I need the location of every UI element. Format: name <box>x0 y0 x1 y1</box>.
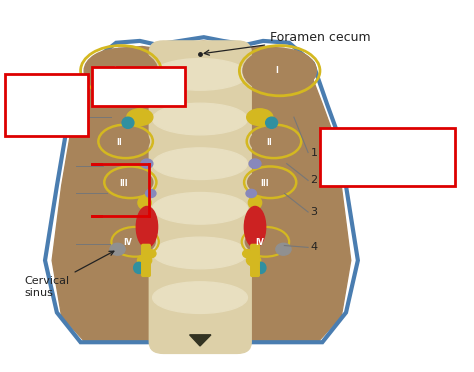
Text: Foramen cecum: Foramen cecum <box>204 31 371 55</box>
Ellipse shape <box>153 103 247 135</box>
FancyBboxPatch shape <box>142 244 150 276</box>
FancyBboxPatch shape <box>149 41 251 353</box>
Ellipse shape <box>146 250 156 258</box>
Ellipse shape <box>246 230 285 254</box>
Text: 2: 2 <box>310 176 318 185</box>
Ellipse shape <box>153 58 247 90</box>
Ellipse shape <box>255 262 266 273</box>
Ellipse shape <box>108 169 153 195</box>
FancyBboxPatch shape <box>5 74 88 136</box>
Ellipse shape <box>153 148 247 179</box>
Ellipse shape <box>153 237 247 269</box>
Ellipse shape <box>265 117 278 128</box>
Text: 3: 3 <box>310 207 318 217</box>
Polygon shape <box>190 335 211 346</box>
Text: I: I <box>275 66 278 75</box>
Text: III: III <box>260 179 269 187</box>
FancyBboxPatch shape <box>251 244 259 276</box>
Ellipse shape <box>127 109 153 126</box>
Ellipse shape <box>137 206 157 247</box>
Ellipse shape <box>246 109 273 126</box>
Ellipse shape <box>153 282 247 313</box>
Polygon shape <box>52 41 351 342</box>
Text: II: II <box>266 138 272 147</box>
Ellipse shape <box>84 48 157 93</box>
Ellipse shape <box>276 243 291 255</box>
Text: 4: 4 <box>310 243 318 252</box>
Ellipse shape <box>248 196 262 209</box>
Ellipse shape <box>122 117 134 128</box>
Ellipse shape <box>115 230 155 254</box>
Ellipse shape <box>134 262 144 273</box>
Ellipse shape <box>138 196 151 209</box>
Text: III: III <box>119 179 128 187</box>
FancyBboxPatch shape <box>92 67 185 106</box>
Text: II: II <box>117 138 122 147</box>
Ellipse shape <box>153 193 247 224</box>
Ellipse shape <box>141 159 153 168</box>
Text: 1: 1 <box>310 148 318 157</box>
Ellipse shape <box>250 128 298 155</box>
Ellipse shape <box>245 206 265 247</box>
Ellipse shape <box>110 243 125 255</box>
Ellipse shape <box>249 159 261 168</box>
Ellipse shape <box>246 255 261 266</box>
Ellipse shape <box>247 169 292 195</box>
Text: I: I <box>114 66 117 75</box>
Ellipse shape <box>146 189 156 198</box>
Ellipse shape <box>243 250 253 258</box>
Text: IV: IV <box>255 238 264 247</box>
Ellipse shape <box>246 189 256 198</box>
Text: Cervical
sinus: Cervical sinus <box>25 251 114 298</box>
Text: IV: IV <box>124 238 132 247</box>
Ellipse shape <box>137 255 152 266</box>
Ellipse shape <box>102 128 149 155</box>
Ellipse shape <box>243 48 316 93</box>
FancyBboxPatch shape <box>320 128 455 186</box>
